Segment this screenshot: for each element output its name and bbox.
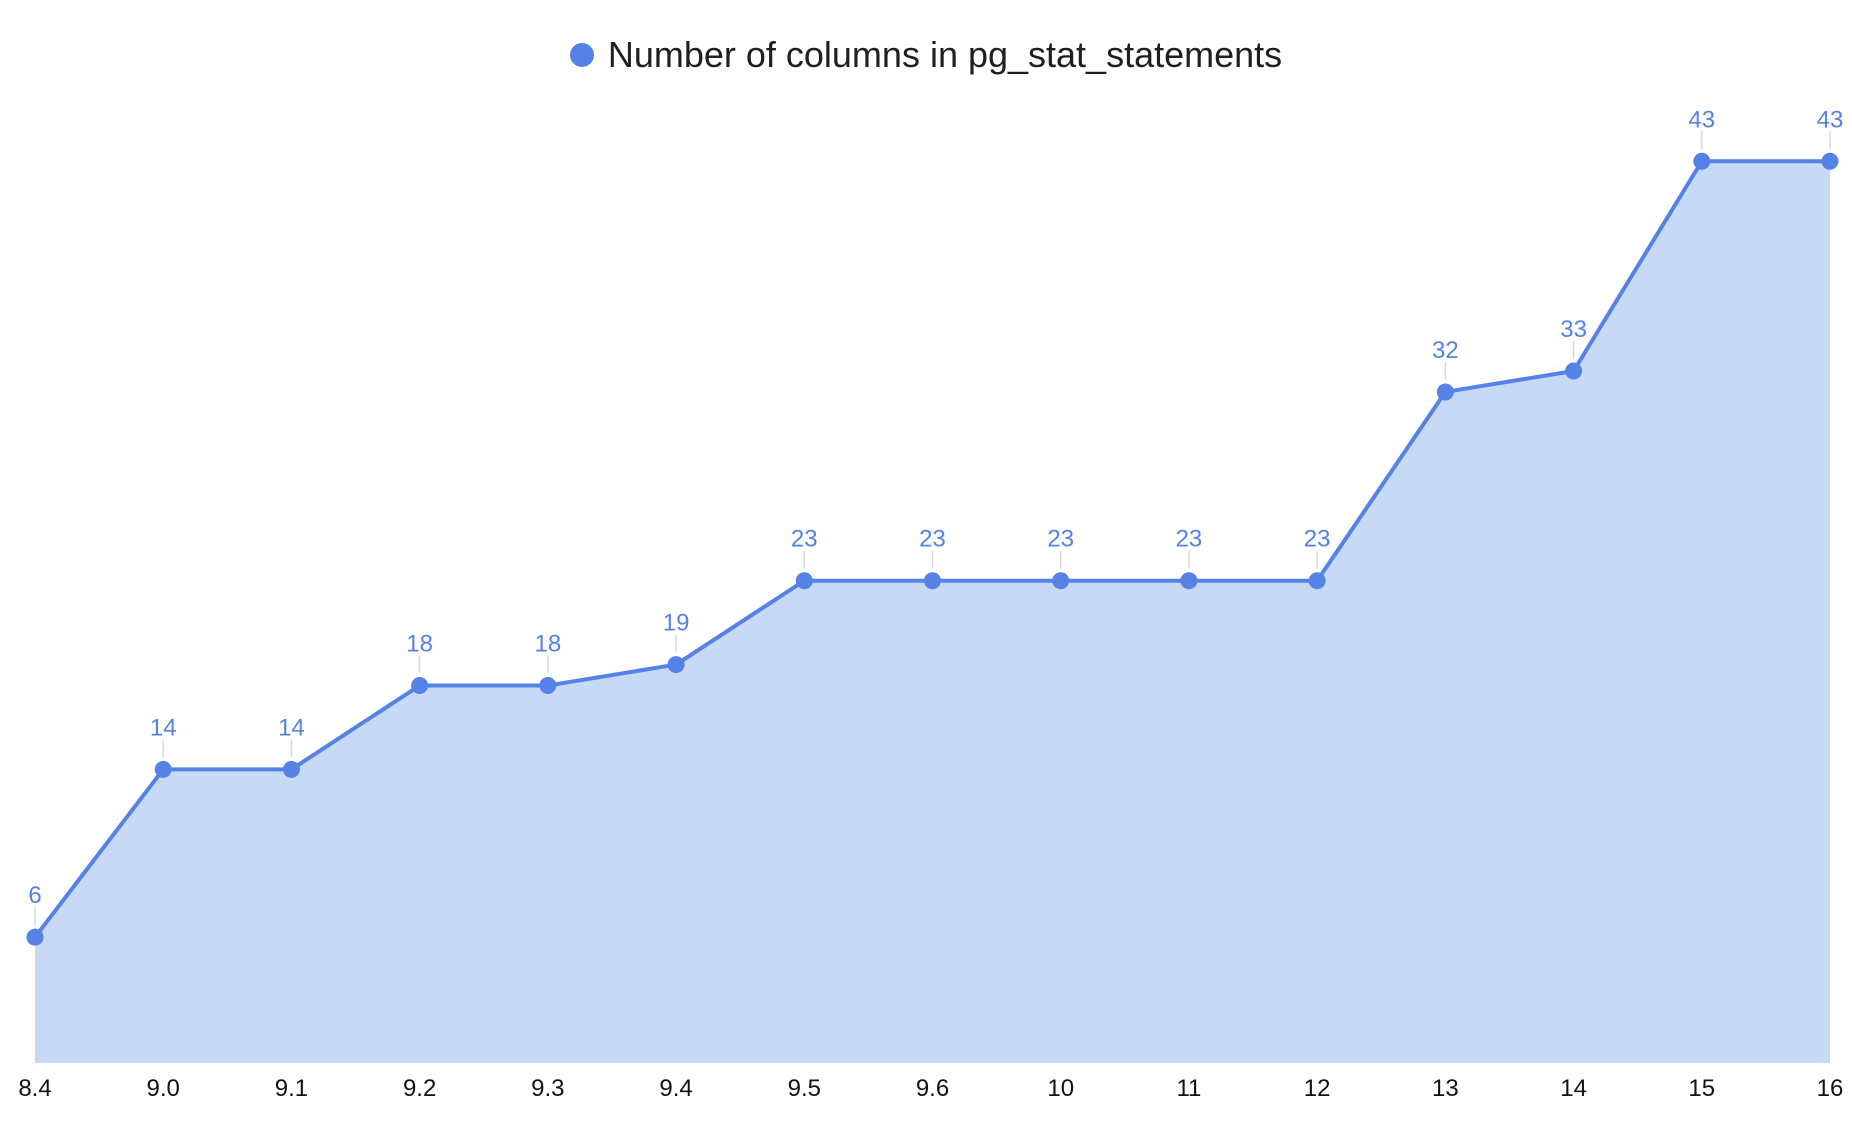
data-point[interactable]	[924, 572, 941, 590]
data-label: 18	[535, 631, 562, 658]
data-label: 14	[278, 714, 305, 741]
data-label: 33	[1560, 316, 1587, 343]
x-tick-label: 15	[1688, 1075, 1715, 1102]
data-point[interactable]	[1308, 572, 1326, 590]
x-tick-label: 9.6	[916, 1075, 949, 1102]
x-tick-label: 12	[1304, 1075, 1331, 1102]
x-tick-label: 13	[1432, 1075, 1459, 1102]
data-point[interactable]	[1180, 572, 1198, 590]
data-label: 32	[1432, 337, 1459, 364]
data-label: 23	[1176, 526, 1203, 553]
x-tick-label: 9.2	[403, 1075, 436, 1102]
data-point[interactable]	[1052, 572, 1070, 590]
series-area	[35, 161, 1830, 1064]
data-point[interactable]	[411, 677, 429, 695]
data-label: 19	[663, 610, 690, 637]
data-point[interactable]	[539, 677, 557, 695]
data-point[interactable]	[1436, 383, 1454, 401]
data-label: 23	[919, 526, 946, 553]
data-point[interactable]	[667, 656, 685, 674]
data-label: 43	[1688, 106, 1715, 133]
data-point[interactable]	[282, 760, 300, 778]
data-point[interactable]	[1693, 152, 1711, 170]
data-label: 23	[791, 526, 818, 553]
data-label: 43	[1817, 106, 1844, 133]
x-tick-label: 9.1	[275, 1075, 308, 1102]
x-tick-label: 9.3	[531, 1075, 564, 1102]
x-tick-label: 10	[1047, 1075, 1074, 1102]
x-tick-label: 9.4	[659, 1075, 692, 1102]
legend-label: Number of columns in pg_stat_statements	[607, 34, 1283, 75]
chart-legend: Number of columns in pg_stat_statements	[0, 34, 1852, 76]
legend-swatch	[569, 43, 594, 67]
data-label: 14	[150, 714, 177, 741]
data-point[interactable]	[1565, 362, 1583, 380]
x-tick-label: 16	[1817, 1075, 1844, 1102]
x-tick-label: 9.0	[147, 1075, 180, 1102]
data-point[interactable]	[1821, 152, 1839, 170]
data-label: 6	[28, 882, 41, 909]
x-tick-label: 11	[1176, 1075, 1201, 1102]
data-label: 23	[1047, 526, 1074, 553]
x-tick-label: 9.5	[788, 1075, 821, 1102]
data-point[interactable]	[26, 928, 44, 946]
data-point[interactable]	[795, 572, 813, 590]
x-tick-label: 8.4	[18, 1075, 51, 1102]
data-point[interactable]	[154, 760, 172, 778]
data-label: 18	[406, 631, 433, 658]
x-tick-label: 14	[1560, 1075, 1587, 1102]
data-label: 23	[1304, 526, 1331, 553]
